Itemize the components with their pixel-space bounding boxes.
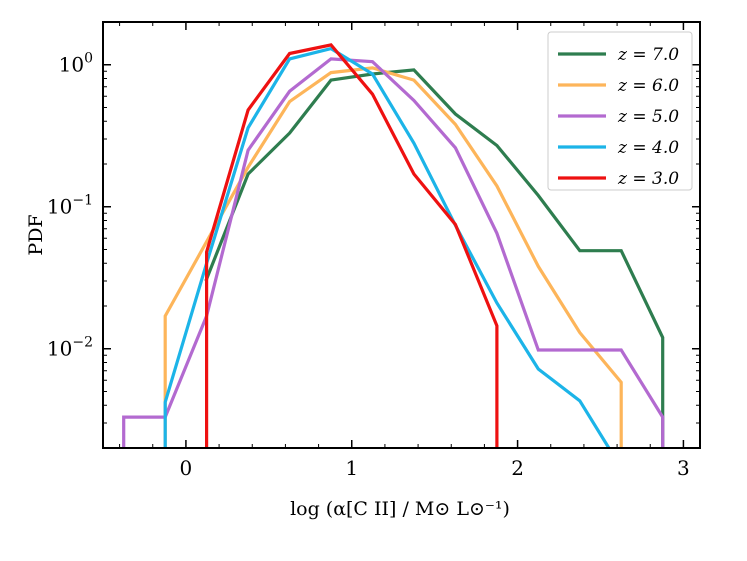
series-line-z50	[122, 57, 665, 448]
legend: z = 7.0 z = 6.0 z = 5.0 z = 4.0 z = 3.0	[547, 31, 693, 191]
legend-entry-label: z = 4.0	[617, 138, 679, 158]
x-axis-label: log (α[C II] / M⊙ L⊙⁻¹)	[290, 498, 510, 520]
x-tick-label: 3	[677, 456, 690, 480]
legend-entry-label: z = 6.0	[617, 76, 679, 96]
series-layer	[122, 43, 665, 448]
y-tick-label: 100	[59, 51, 93, 77]
y-tick-label: 10−2	[47, 335, 93, 361]
series-line-z70	[204, 68, 665, 448]
series-line-z60	[163, 66, 623, 448]
legend-entry-label: z = 5.0	[617, 107, 679, 127]
series-line-z30	[205, 43, 499, 448]
legend-entry-label: z = 7.0	[617, 45, 679, 65]
legend-box	[547, 31, 693, 191]
y-tick-label: 10−1	[47, 193, 93, 219]
plot-frame	[102, 21, 701, 449]
x-tick-label: 2	[511, 456, 524, 480]
legend-entry-label: z = 3.0	[617, 169, 679, 189]
x-tick-label: 1	[345, 456, 358, 480]
ticks-layer: 0 1 2 3 10−2 10−1 100	[47, 21, 700, 480]
y-axis-label: PDF	[25, 214, 47, 255]
x-tick-label: 0	[180, 456, 193, 480]
